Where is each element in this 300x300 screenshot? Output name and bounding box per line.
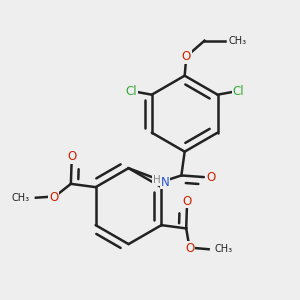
Text: O: O <box>185 242 195 255</box>
Text: O: O <box>206 171 216 184</box>
Text: CH₃: CH₃ <box>214 244 233 254</box>
Text: CH₃: CH₃ <box>12 193 30 203</box>
Text: O: O <box>49 190 58 204</box>
Text: O: O <box>182 50 191 63</box>
Text: Cl: Cl <box>125 85 137 98</box>
Text: CH₃: CH₃ <box>229 36 247 46</box>
Text: Cl: Cl <box>232 85 244 98</box>
Text: H: H <box>153 175 160 185</box>
Text: O: O <box>67 150 76 163</box>
Text: O: O <box>182 195 191 208</box>
Text: N: N <box>160 176 169 189</box>
